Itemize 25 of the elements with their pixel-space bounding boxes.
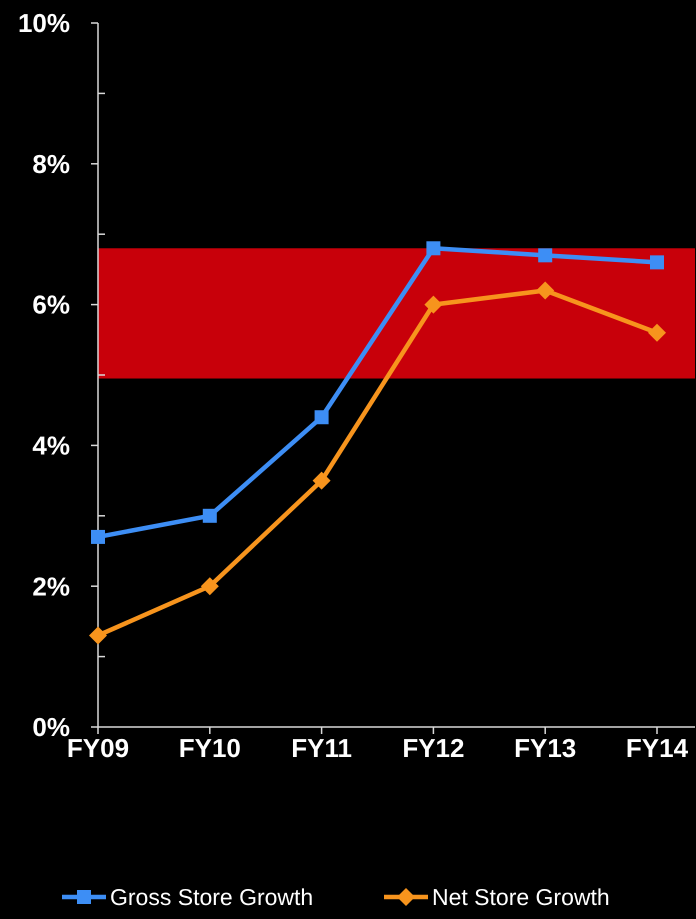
legend-label: Gross Store Growth: [110, 884, 314, 910]
point: [89, 626, 107, 644]
point: [312, 472, 331, 490]
legend-label: Net Store Growth: [432, 884, 610, 910]
y-tick-label: 4%: [32, 430, 70, 460]
point: [536, 282, 554, 300]
point: [424, 296, 442, 314]
x-tick-label: FY10: [178, 733, 241, 763]
point: [314, 410, 329, 424]
y-tick-label: 8%: [32, 148, 70, 179]
y-tick-label: 6%: [32, 290, 70, 320]
x-tick-label: FY12: [402, 733, 464, 763]
point: [648, 324, 666, 342]
point: [202, 508, 217, 523]
point: [538, 248, 552, 262]
point: [200, 577, 219, 596]
point: [650, 255, 664, 270]
y-tick-label: 0%: [32, 712, 70, 742]
x-tick-label: FY11: [291, 733, 352, 763]
y-tick-label: 2%: [32, 571, 70, 602]
x-tick-label: FY14: [626, 733, 689, 763]
y-tick-label: 10%: [18, 8, 70, 38]
point: [91, 530, 105, 544]
x-tick-label: FY13: [514, 733, 576, 763]
point: [426, 241, 440, 256]
